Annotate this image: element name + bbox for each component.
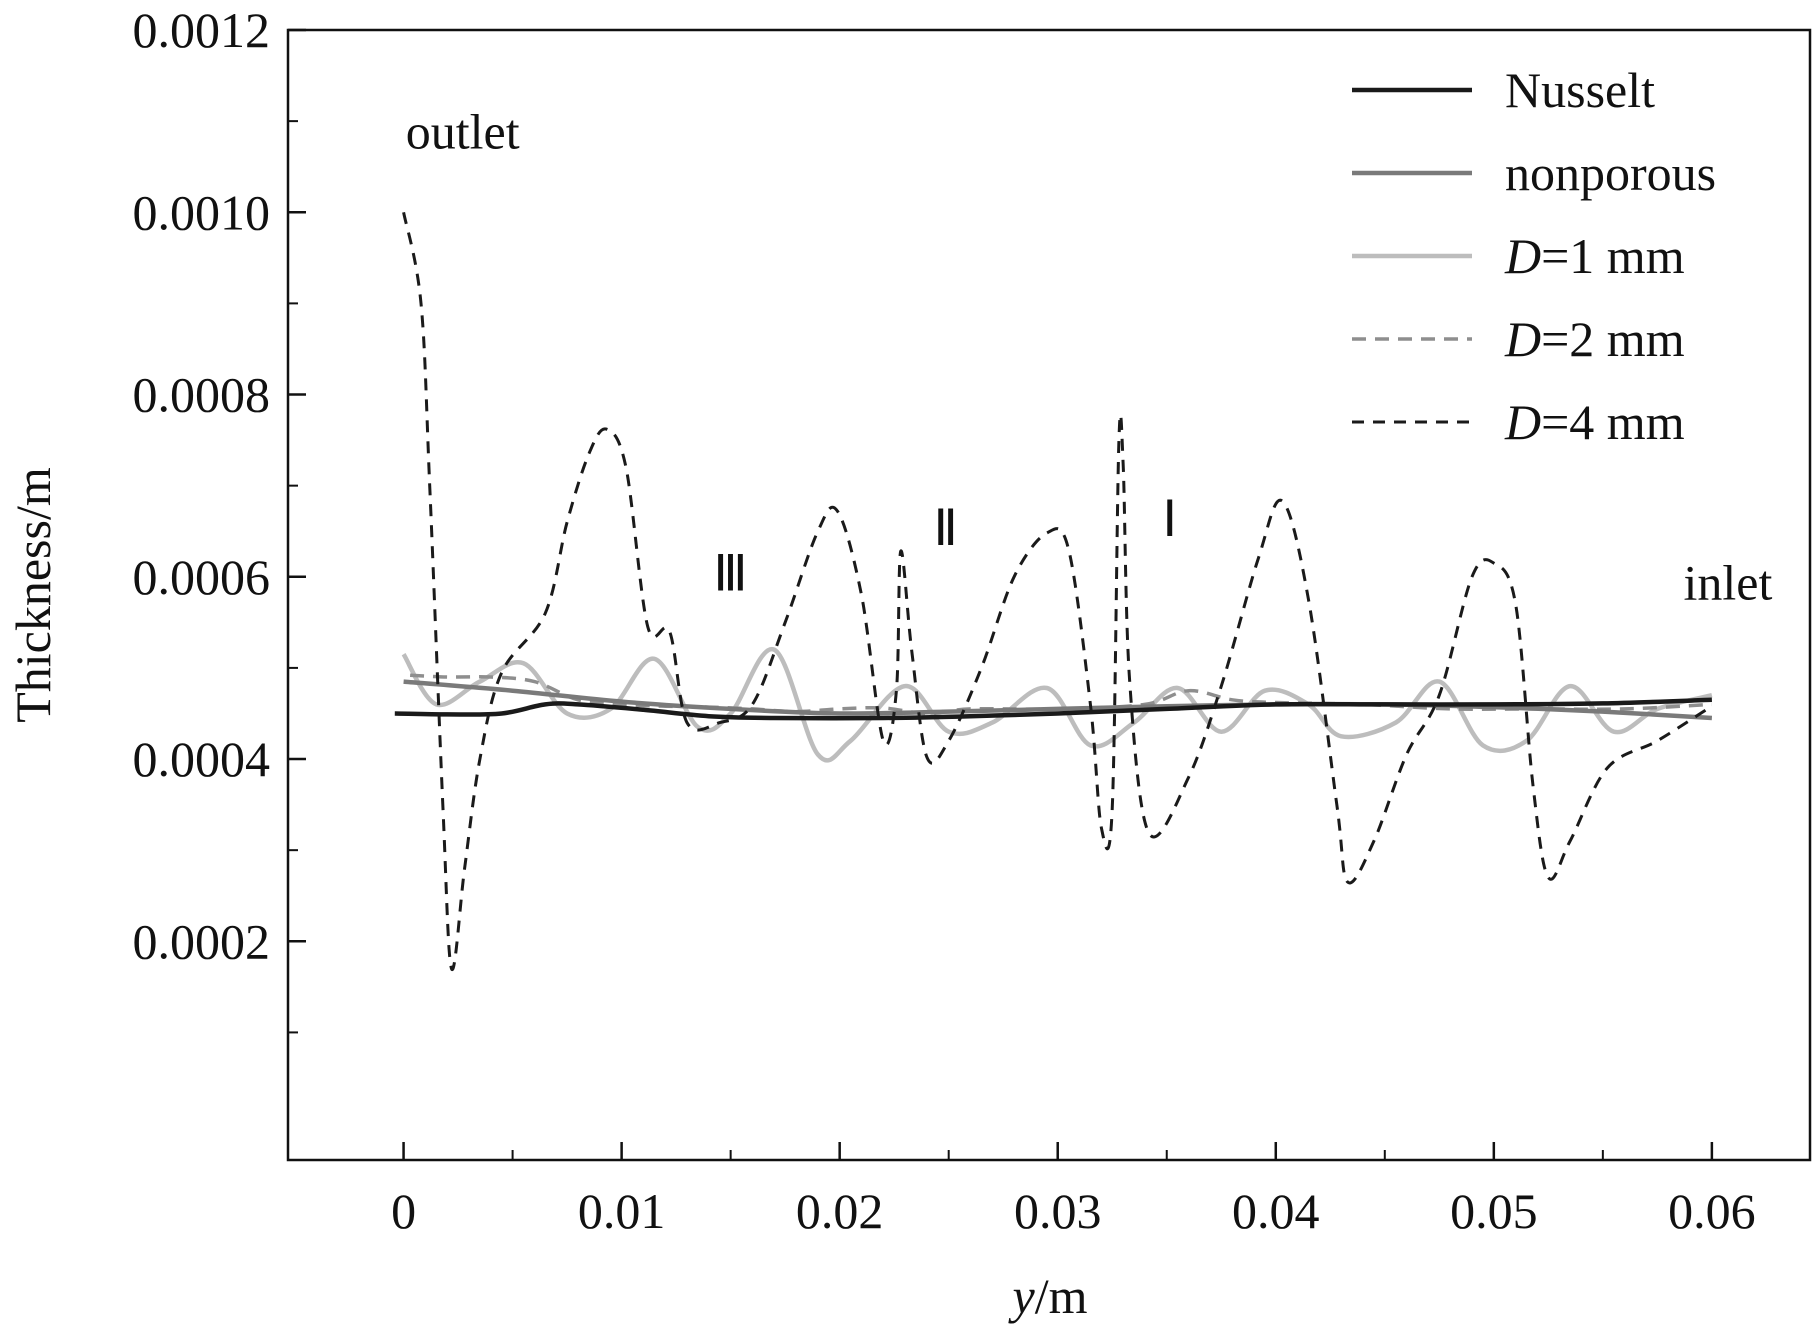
y-tick-label: 0.0012 xyxy=(133,2,271,58)
annotations: outlet inlet Ⅲ Ⅱ Ⅰ xyxy=(406,103,1773,610)
x-tick-label: 0.03 xyxy=(1014,1183,1102,1239)
y-tick-label: 0.0010 xyxy=(133,184,271,240)
annotation-label: Ⅱ xyxy=(933,500,958,556)
annotation-label: inlet xyxy=(1684,555,1773,611)
x-tick-label: 0.02 xyxy=(796,1183,884,1239)
x-tick-label: 0.01 xyxy=(578,1183,666,1239)
series-layer xyxy=(394,212,1713,972)
legend-label: D=2 mm xyxy=(1504,311,1685,367)
legend-label: D=1 mm xyxy=(1504,228,1685,284)
series-line-2 xyxy=(403,679,1713,721)
series-line-4 xyxy=(410,673,1712,716)
legend: Nusselt nonporous D=1 mm D=2 mm D=4 mm xyxy=(1352,62,1716,450)
y-tick-label: 0.0002 xyxy=(133,913,271,969)
y-tick-label: 0.0004 xyxy=(133,731,271,787)
legend-label: nonporous xyxy=(1505,145,1716,201)
y-tick-labels: 0.0002 0.0004 0.0006 0.0008 0.0010 0.0012 xyxy=(133,2,271,969)
legend-label: D=4 mm xyxy=(1504,394,1685,450)
x-tick-label: 0.05 xyxy=(1450,1183,1538,1239)
y-tick-label: 0.0006 xyxy=(133,549,271,605)
x-axis-title: y/m xyxy=(1008,1268,1088,1324)
plot-frame xyxy=(286,28,1812,1162)
annotation-label: outlet xyxy=(406,103,520,159)
annotation-label: Ⅲ xyxy=(713,545,747,601)
series-line-1 xyxy=(394,697,1712,721)
x-tick-label: 0 xyxy=(391,1183,416,1239)
axis-ticks xyxy=(288,28,1714,1160)
x-tick-label: 0.06 xyxy=(1668,1183,1756,1239)
series-line-5 xyxy=(402,212,1709,972)
legend-label: Nusselt xyxy=(1505,62,1655,118)
annotation-label: Ⅰ xyxy=(1162,491,1177,547)
y-axis-title: Thickness/m xyxy=(5,467,61,723)
x-tick-label: 0.04 xyxy=(1232,1183,1320,1239)
x-tick-labels: 0 0.01 0.02 0.03 0.04 0.05 0.06 xyxy=(391,1183,1756,1239)
y-tick-label: 0.0008 xyxy=(133,367,271,423)
